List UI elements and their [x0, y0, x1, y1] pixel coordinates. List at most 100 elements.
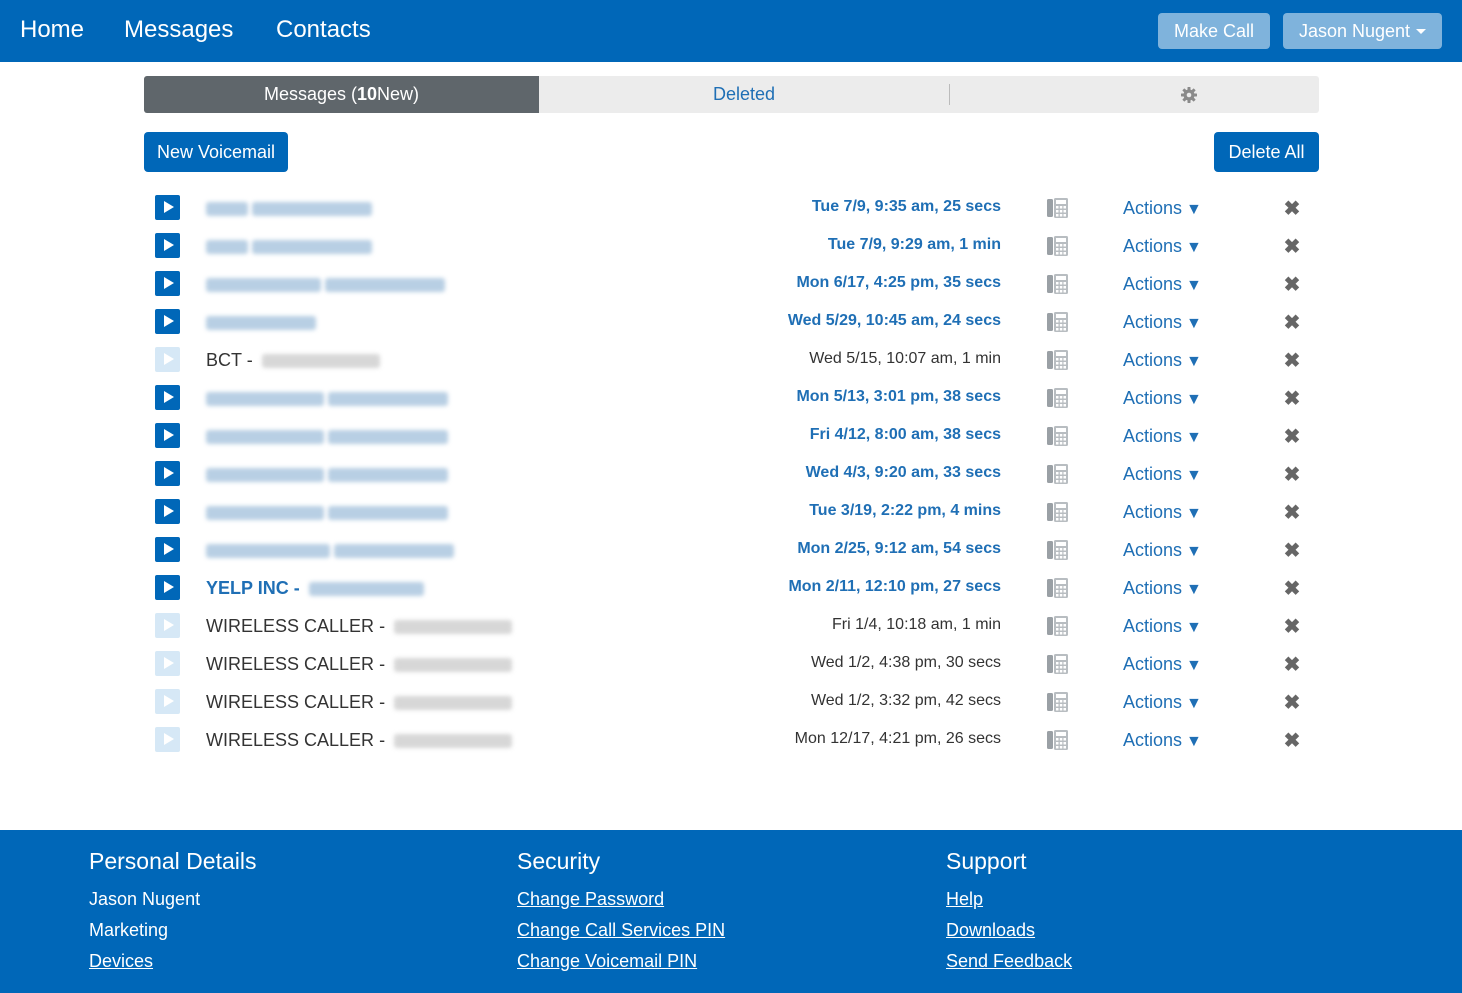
delete-icon[interactable]: ✖ [1283, 236, 1301, 258]
play-icon[interactable] [155, 423, 180, 448]
actions-dropdown[interactable]: Actions ▼ [1123, 388, 1202, 409]
actions-dropdown[interactable]: Actions ▼ [1123, 426, 1202, 447]
new-voicemail-button[interactable]: New Voicemail [144, 132, 288, 172]
delete-icon[interactable]: ✖ [1283, 350, 1301, 372]
desk-phone-icon[interactable] [1046, 576, 1070, 600]
caller-name: WIRELESS CALLER [206, 730, 375, 750]
desk-phone-icon[interactable] [1046, 614, 1070, 638]
desk-phone-icon-svg [1047, 692, 1068, 712]
caller-info [206, 312, 316, 333]
actions-dropdown[interactable]: Actions ▼ [1123, 616, 1202, 637]
user-menu-button[interactable]: Jason Nugent [1283, 13, 1442, 49]
play-icon[interactable] [155, 195, 180, 220]
redacted-caller-name [206, 468, 324, 483]
desk-phone-icon[interactable] [1046, 234, 1070, 258]
delete-icon[interactable]: ✖ [1283, 198, 1301, 220]
actions-dropdown[interactable]: Actions ▼ [1123, 654, 1202, 675]
actions-dropdown[interactable]: Actions ▼ [1123, 464, 1202, 485]
delete-icon[interactable]: ✖ [1283, 692, 1301, 714]
delete-icon[interactable]: ✖ [1283, 540, 1301, 562]
actions-dropdown[interactable]: Actions ▼ [1123, 236, 1202, 257]
desk-phone-icon[interactable] [1046, 424, 1070, 448]
play-icon[interactable] [155, 575, 180, 600]
play-icon[interactable] [155, 347, 180, 372]
help-link[interactable]: Help [946, 889, 984, 909]
change-voicemail-pin-link[interactable]: Change Voicemail PIN [517, 951, 698, 971]
delete-icon[interactable]: ✖ [1283, 654, 1301, 676]
desk-phone-icon[interactable] [1046, 310, 1070, 334]
tab-messages-prefix: Messages ( [263, 84, 357, 104]
tab-messages-suffix: New) [377, 84, 420, 104]
gear-icon[interactable] [1179, 85, 1199, 105]
footer-personal-details: Personal Details Jason Nugent Marketing … [89, 848, 256, 982]
tab-deleted[interactable]: Deleted [539, 76, 949, 113]
play-icon[interactable] [155, 727, 180, 752]
delete-icon[interactable]: ✖ [1283, 312, 1301, 334]
actions-dropdown[interactable]: Actions ▼ [1123, 692, 1202, 713]
delete-icon[interactable]: ✖ [1283, 274, 1301, 296]
desk-phone-icon[interactable] [1046, 728, 1070, 752]
desk-phone-icon[interactable] [1046, 652, 1070, 676]
tab-deleted-label: Deleted [712, 84, 776, 104]
change-password-link[interactable]: Change Password [517, 889, 665, 909]
actions-dropdown[interactable]: Actions ▼ [1123, 198, 1202, 219]
caret-down-icon: ▼ [1186, 543, 1202, 560]
downloads-link[interactable]: Downloads [946, 920, 1036, 940]
desk-phone-icon[interactable] [1046, 690, 1070, 714]
play-icon[interactable] [155, 309, 180, 334]
delete-icon[interactable]: ✖ [1283, 426, 1301, 448]
tab-messages[interactable]: Messages (10 New) [144, 76, 539, 113]
nav-messages[interactable]: Messages [124, 16, 234, 43]
desk-phone-icon[interactable] [1046, 462, 1070, 486]
delete-icon[interactable]: ✖ [1283, 616, 1301, 638]
play-icon[interactable] [155, 271, 180, 296]
play-icon[interactable] [155, 385, 180, 410]
play-icon[interactable] [155, 461, 180, 486]
actions-dropdown[interactable]: Actions ▼ [1123, 578, 1202, 599]
nav-home[interactable]: Home [20, 16, 85, 43]
play-icon[interactable] [155, 651, 180, 676]
message-date: Wed 5/15, 10:07 am, 1 min [809, 350, 1001, 367]
devices-link[interactable]: Devices [89, 951, 154, 971]
redacted-phone-number [252, 202, 372, 217]
send-feedback-link[interactable]: Send Feedback [946, 951, 1073, 971]
actions-dropdown[interactable]: Actions ▼ [1123, 502, 1202, 523]
actions-dropdown[interactable]: Actions ▼ [1123, 540, 1202, 561]
caret-down-icon: ▼ [1186, 505, 1202, 522]
play-icon[interactable] [155, 233, 180, 258]
desk-phone-icon[interactable] [1046, 272, 1070, 296]
message-date: Mon 6/17, 4:25 pm, 35 secs [796, 274, 1001, 291]
footer-department: Marketing [89, 920, 169, 940]
actions-dropdown[interactable]: Actions ▼ [1123, 274, 1202, 295]
play-icon[interactable] [155, 689, 180, 714]
actions-dropdown[interactable]: Actions ▼ [1123, 730, 1202, 751]
delete-all-button[interactable]: Delete All [1214, 132, 1319, 172]
play-icon[interactable] [155, 499, 180, 524]
desk-phone-icon[interactable] [1046, 348, 1070, 372]
desk-phone-icon-svg [1047, 616, 1068, 636]
desk-phone-icon[interactable] [1046, 538, 1070, 562]
actions-dropdown[interactable]: Actions ▼ [1123, 312, 1202, 333]
change-call-services-pin-link[interactable]: Change Call Services PIN [517, 920, 726, 940]
actions-dropdown[interactable]: Actions ▼ [1123, 350, 1202, 371]
delete-icon[interactable]: ✖ [1283, 730, 1301, 752]
caller-separator: - [374, 616, 391, 636]
desk-phone-icon[interactable] [1046, 500, 1070, 524]
make-call-button[interactable]: Make Call [1158, 13, 1270, 49]
nav-contacts[interactable]: Contacts [276, 16, 371, 43]
top-navbar: Home Messages Contacts Make Call Jason N… [0, 0, 1462, 62]
delete-icon[interactable]: ✖ [1283, 578, 1301, 600]
footer-support: Support Help Downloads Send Feedback [946, 848, 1072, 982]
caret-down-icon: ▼ [1186, 657, 1202, 674]
message-tabs: Messages (10 New) Deleted [144, 76, 1319, 113]
delete-icon[interactable]: ✖ [1283, 464, 1301, 486]
delete-icon[interactable]: ✖ [1283, 502, 1301, 524]
play-icon[interactable] [155, 613, 180, 638]
desk-phone-icon-svg [1047, 426, 1068, 446]
play-icon[interactable] [155, 537, 180, 562]
message-date: Wed 1/2, 3:32 pm, 42 secs [810, 692, 1001, 709]
desk-phone-icon[interactable] [1046, 196, 1070, 220]
message-date: Wed 1/2, 4:38 pm, 30 secs [810, 654, 1001, 671]
desk-phone-icon[interactable] [1046, 386, 1070, 410]
delete-icon[interactable]: ✖ [1283, 388, 1301, 410]
